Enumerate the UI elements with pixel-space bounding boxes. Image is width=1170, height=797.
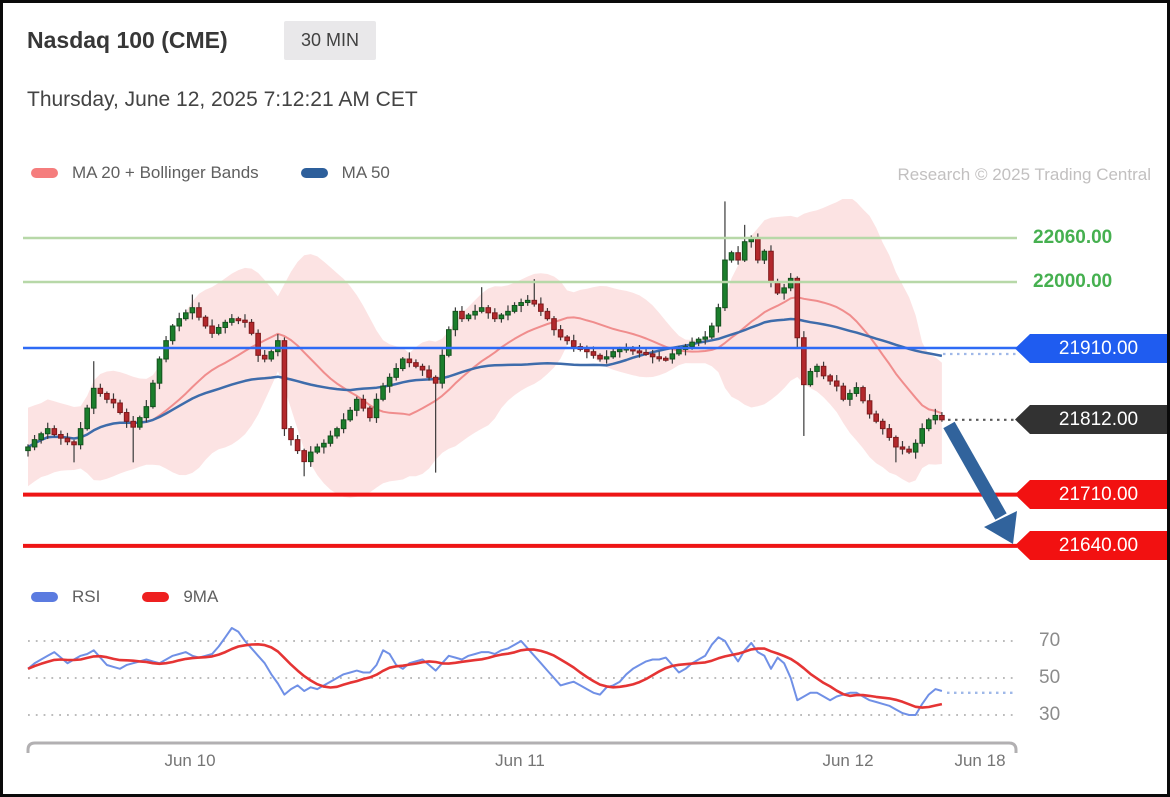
ma20-swatch-icon — [31, 168, 58, 178]
rsi-tick-70: 70 — [1039, 630, 1061, 651]
candles — [25, 201, 945, 477]
x-axis-label-jun10: Jun 10 — [164, 751, 216, 770]
chart-canvas — [23, 199, 1018, 753]
forecast-arrow-head — [984, 511, 1017, 544]
rsi-line — [27, 627, 943, 716]
legend-ma50: MA 50 — [300, 163, 390, 183]
rsi-tick-50: 50 — [1039, 667, 1061, 688]
legend-9ma-item: 9MA — [142, 587, 218, 607]
resistance-label-22000: 22000.00 — [1033, 271, 1113, 292]
ma50-legend-label: MA 50 — [341, 163, 390, 182]
last-price-label-21812: 21812.00 — [1015, 405, 1167, 434]
rsi-tick-30: 30 — [1039, 704, 1061, 725]
rsi-swatch-icon — [31, 592, 58, 602]
rsi-legend-label: RSI — [72, 587, 101, 606]
x-axis-label-jun11: Jun 11 — [495, 751, 545, 770]
x-axis-bracket — [26, 741, 1018, 753]
report-datetime: Thursday, June 12, 2025 7:12:21 AM CET — [27, 88, 418, 111]
price-legend: MA 20 + Bollinger Bands MA 50 — [31, 163, 390, 183]
support-label-21640: 21640.00 — [1015, 531, 1167, 560]
support-label-21710: 21710.00 — [1015, 480, 1167, 509]
nine-ma-legend-label: 9MA — [183, 587, 219, 606]
x-axis-label-jun12: Jun 12 — [822, 751, 874, 770]
ma50-swatch-icon — [300, 168, 328, 178]
legend-ma20-bollinger: MA 20 + Bollinger Bands — [31, 163, 259, 183]
instrument-title: Nasdaq 100 (CME) — [27, 27, 228, 53]
rsi-legend: RSI 9MA — [31, 587, 218, 607]
ma20-legend-label: MA 20 + Bollinger Bands — [72, 163, 259, 182]
ma50-line — [27, 317, 943, 449]
ma20-line — [27, 296, 943, 448]
timeframe-chip: 30 MIN — [284, 21, 377, 60]
research-credit: Research © 2025 Trading Central — [897, 165, 1152, 184]
resistance-label-22060: 22060.00 — [1033, 227, 1113, 248]
x-axis-label-jun18: Jun 18 — [954, 751, 1006, 770]
legend-rsi-item: RSI — [31, 587, 100, 607]
pivot-label-21910: 21910.00 — [1015, 334, 1167, 363]
rsi-9ma-line — [27, 643, 943, 709]
forecast-arrow-shaft — [943, 421, 1007, 520]
nine-ma-swatch-icon — [142, 592, 170, 602]
